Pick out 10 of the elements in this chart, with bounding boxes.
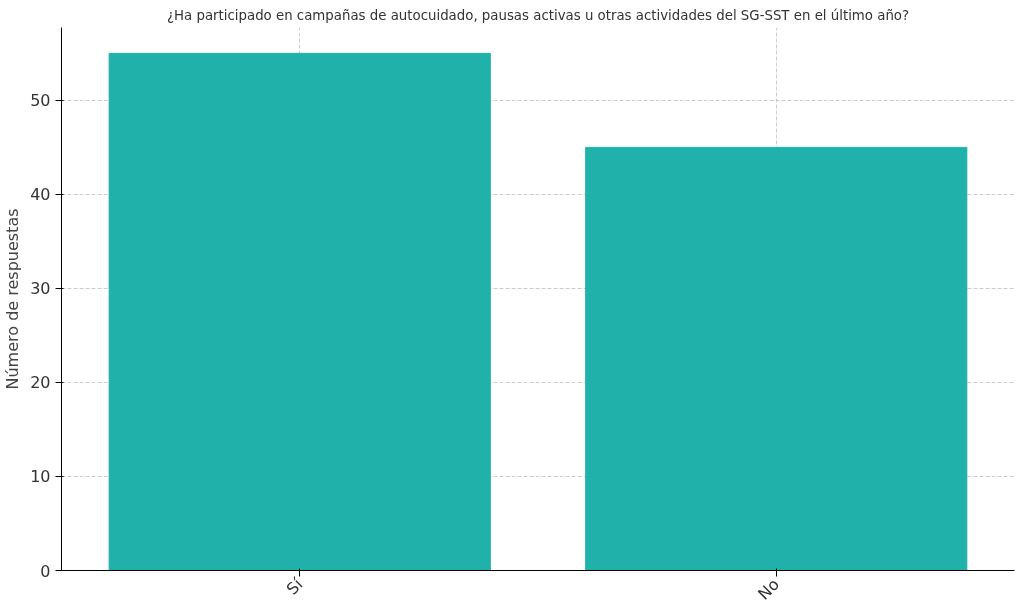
x-tick-label: Sí — [282, 574, 307, 599]
y-tick-label: 50 — [30, 91, 51, 111]
y-tick-label: 20 — [30, 373, 51, 393]
y-tick-label: 40 — [30, 185, 51, 205]
chart-title: ¿Ha participado en campañas de autocuidado, pausas activas u otras actividades del SG-SST en el último año? — [166, 7, 910, 23]
y-axis-title: Número de respuestas — [3, 208, 23, 390]
y-tick-label: 30 — [30, 279, 51, 299]
x-tick-label: No — [754, 574, 783, 604]
y-tick-label: 10 — [30, 467, 51, 487]
y-tick-label: 0 — [40, 561, 51, 581]
